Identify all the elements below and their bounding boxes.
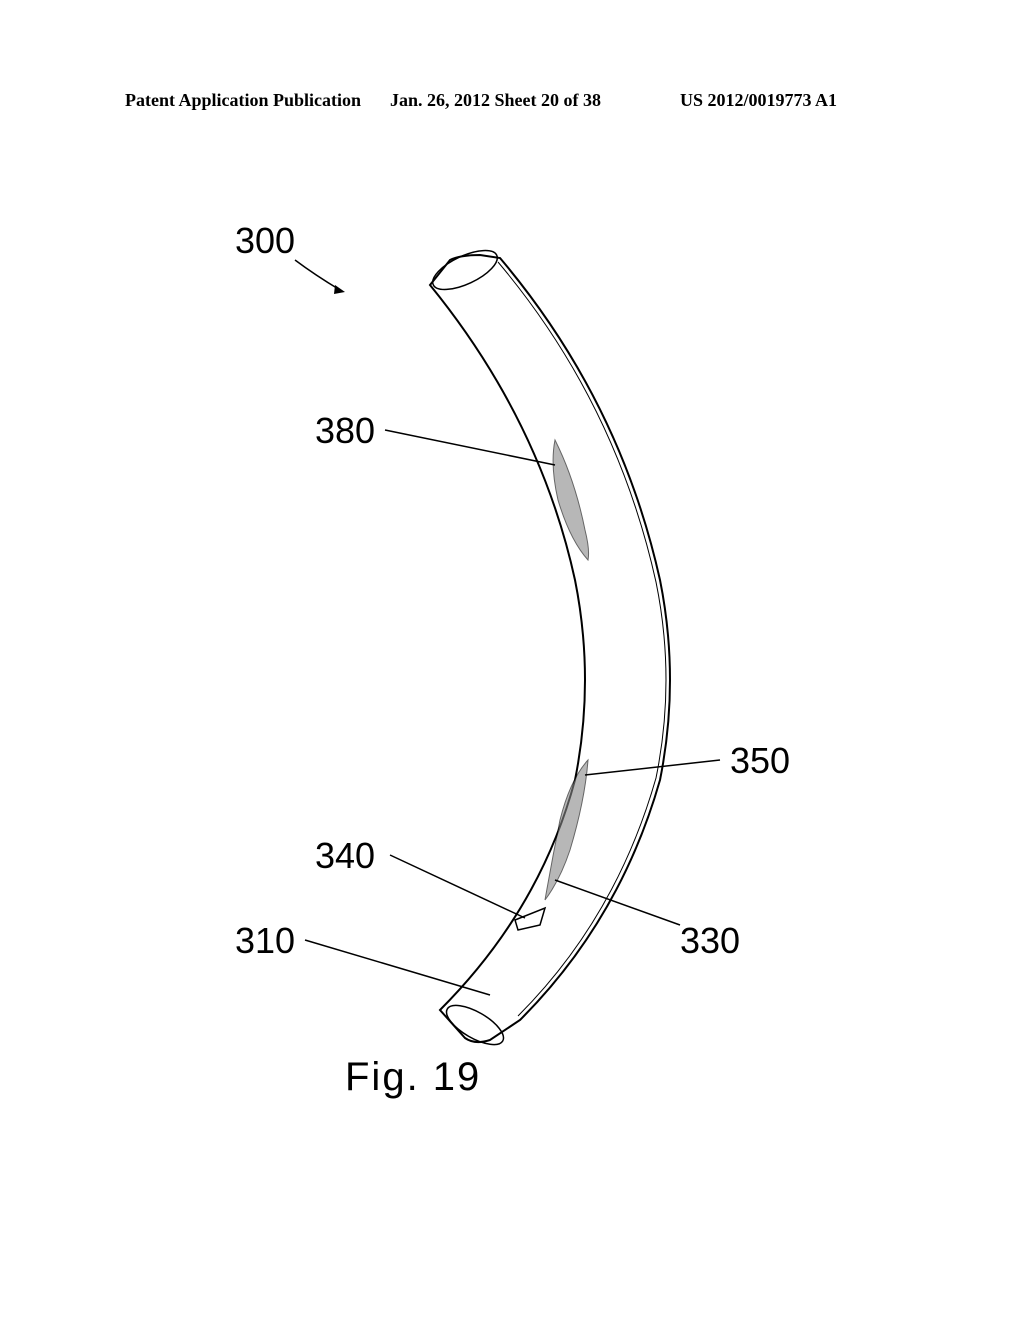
header-patent-number: US 2012/0019773 A1 (680, 90, 837, 111)
label-380: 380 (315, 410, 375, 452)
label-310: 310 (235, 920, 295, 962)
label-340: 340 (315, 835, 375, 877)
figure-container: 300 380 350 340 310 330 Fig. 19 (120, 200, 900, 1100)
header-publication: Patent Application Publication (125, 90, 361, 111)
figure-caption: Fig. 19 (345, 1055, 481, 1100)
lens-diagram (120, 200, 900, 1100)
label-350: 350 (730, 740, 790, 782)
label-300: 300 (235, 220, 295, 262)
header-date-sheet: Jan. 26, 2012 Sheet 20 of 38 (390, 90, 601, 111)
label-330: 330 (680, 920, 740, 962)
